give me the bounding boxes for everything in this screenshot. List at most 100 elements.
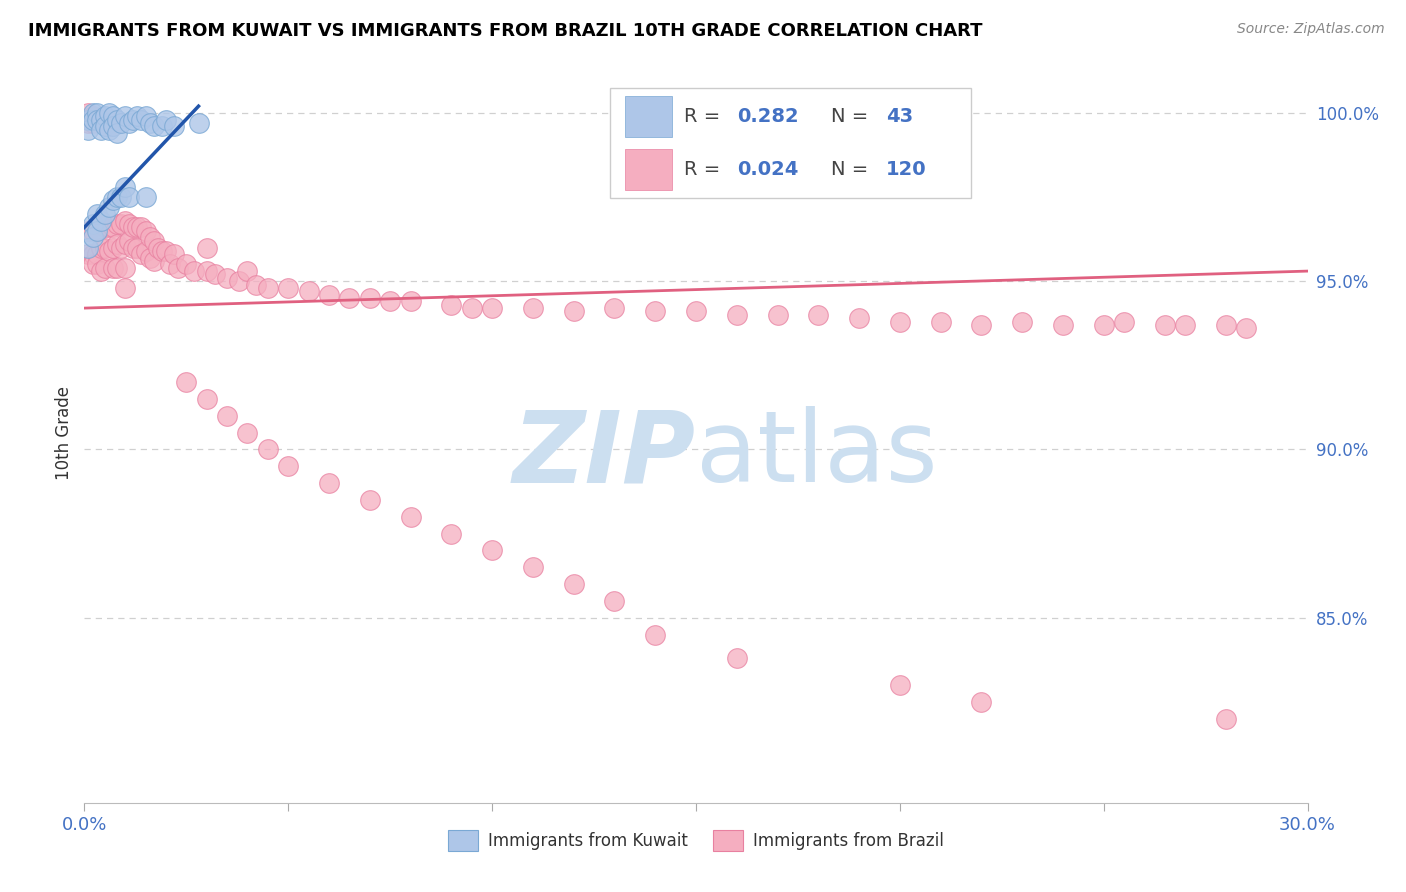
- Point: [174, 257, 197, 271]
- Point: [236, 425, 259, 440]
- Point: [90, 213, 112, 227]
- Point: [86, 257, 108, 271]
- Point: [77, 247, 100, 261]
- Point: [101, 120, 124, 134]
- Point: [114, 109, 136, 123]
- Point: [86, 224, 108, 238]
- Point: [105, 260, 128, 275]
- Point: [82, 224, 104, 238]
- Point: [93, 116, 115, 130]
- Point: [127, 109, 149, 123]
- Point: [195, 241, 218, 255]
- Point: [105, 217, 128, 231]
- Point: [277, 281, 299, 295]
- Text: 0.024: 0.024: [738, 161, 799, 179]
- Bar: [626, 150, 672, 190]
- Point: [970, 318, 993, 332]
- Point: [187, 116, 209, 130]
- Text: 120: 120: [886, 161, 927, 179]
- Point: [90, 112, 112, 127]
- Point: [82, 230, 104, 244]
- Point: [236, 264, 259, 278]
- Point: [77, 224, 100, 238]
- Text: atlas: atlas: [696, 407, 938, 503]
- Point: [77, 116, 100, 130]
- Point: [359, 492, 381, 507]
- Point: [93, 260, 115, 275]
- Point: [929, 315, 952, 329]
- Point: [142, 120, 165, 134]
- Point: [114, 281, 136, 295]
- Point: [122, 241, 145, 255]
- Point: [167, 260, 190, 275]
- Point: [1114, 315, 1136, 329]
- Point: [114, 237, 136, 252]
- Point: [118, 116, 141, 130]
- Point: [82, 217, 104, 231]
- Point: [766, 308, 789, 322]
- Point: [82, 116, 104, 130]
- Point: [204, 268, 226, 282]
- Point: [1052, 318, 1074, 332]
- Point: [97, 200, 120, 214]
- Point: [86, 207, 108, 221]
- Point: [135, 244, 157, 258]
- Point: [122, 112, 145, 127]
- Point: [90, 241, 112, 255]
- Point: [245, 277, 267, 292]
- Point: [131, 247, 153, 261]
- Point: [93, 241, 115, 255]
- Point: [603, 301, 626, 315]
- Point: [725, 651, 748, 665]
- Point: [725, 308, 748, 322]
- Point: [86, 112, 108, 127]
- Point: [461, 301, 484, 315]
- Point: [399, 294, 422, 309]
- Point: [1154, 318, 1177, 332]
- Point: [114, 260, 136, 275]
- Point: [277, 459, 299, 474]
- Point: [522, 560, 544, 574]
- Point: [217, 409, 239, 423]
- Y-axis label: 10th Grade: 10th Grade: [55, 385, 73, 480]
- Point: [257, 442, 280, 457]
- Point: [97, 120, 120, 134]
- Point: [101, 116, 124, 130]
- Point: [101, 109, 124, 123]
- Point: [82, 257, 104, 271]
- Point: [481, 543, 503, 558]
- Point: [93, 109, 115, 123]
- Point: [522, 301, 544, 315]
- Point: [101, 241, 124, 255]
- Point: [105, 237, 128, 252]
- Point: [1174, 318, 1197, 332]
- Point: [440, 298, 463, 312]
- Point: [142, 234, 165, 248]
- Point: [118, 190, 141, 204]
- Text: ZIP: ZIP: [513, 407, 696, 503]
- FancyBboxPatch shape: [610, 88, 972, 198]
- Point: [82, 106, 104, 120]
- Point: [380, 294, 402, 309]
- Point: [101, 220, 124, 235]
- Point: [131, 112, 153, 127]
- Point: [105, 112, 128, 127]
- Point: [142, 254, 165, 268]
- Point: [86, 224, 108, 238]
- Text: 0.282: 0.282: [738, 107, 799, 126]
- Point: [146, 241, 169, 255]
- Point: [101, 260, 124, 275]
- Point: [163, 120, 186, 134]
- Point: [118, 217, 141, 231]
- Point: [1215, 712, 1237, 726]
- Point: [93, 120, 115, 134]
- Point: [90, 264, 112, 278]
- Point: [138, 230, 160, 244]
- Point: [77, 241, 100, 255]
- Point: [155, 244, 177, 258]
- Point: [127, 220, 149, 235]
- Point: [86, 247, 108, 261]
- Point: [101, 194, 124, 208]
- Point: [1092, 318, 1115, 332]
- Point: [131, 220, 153, 235]
